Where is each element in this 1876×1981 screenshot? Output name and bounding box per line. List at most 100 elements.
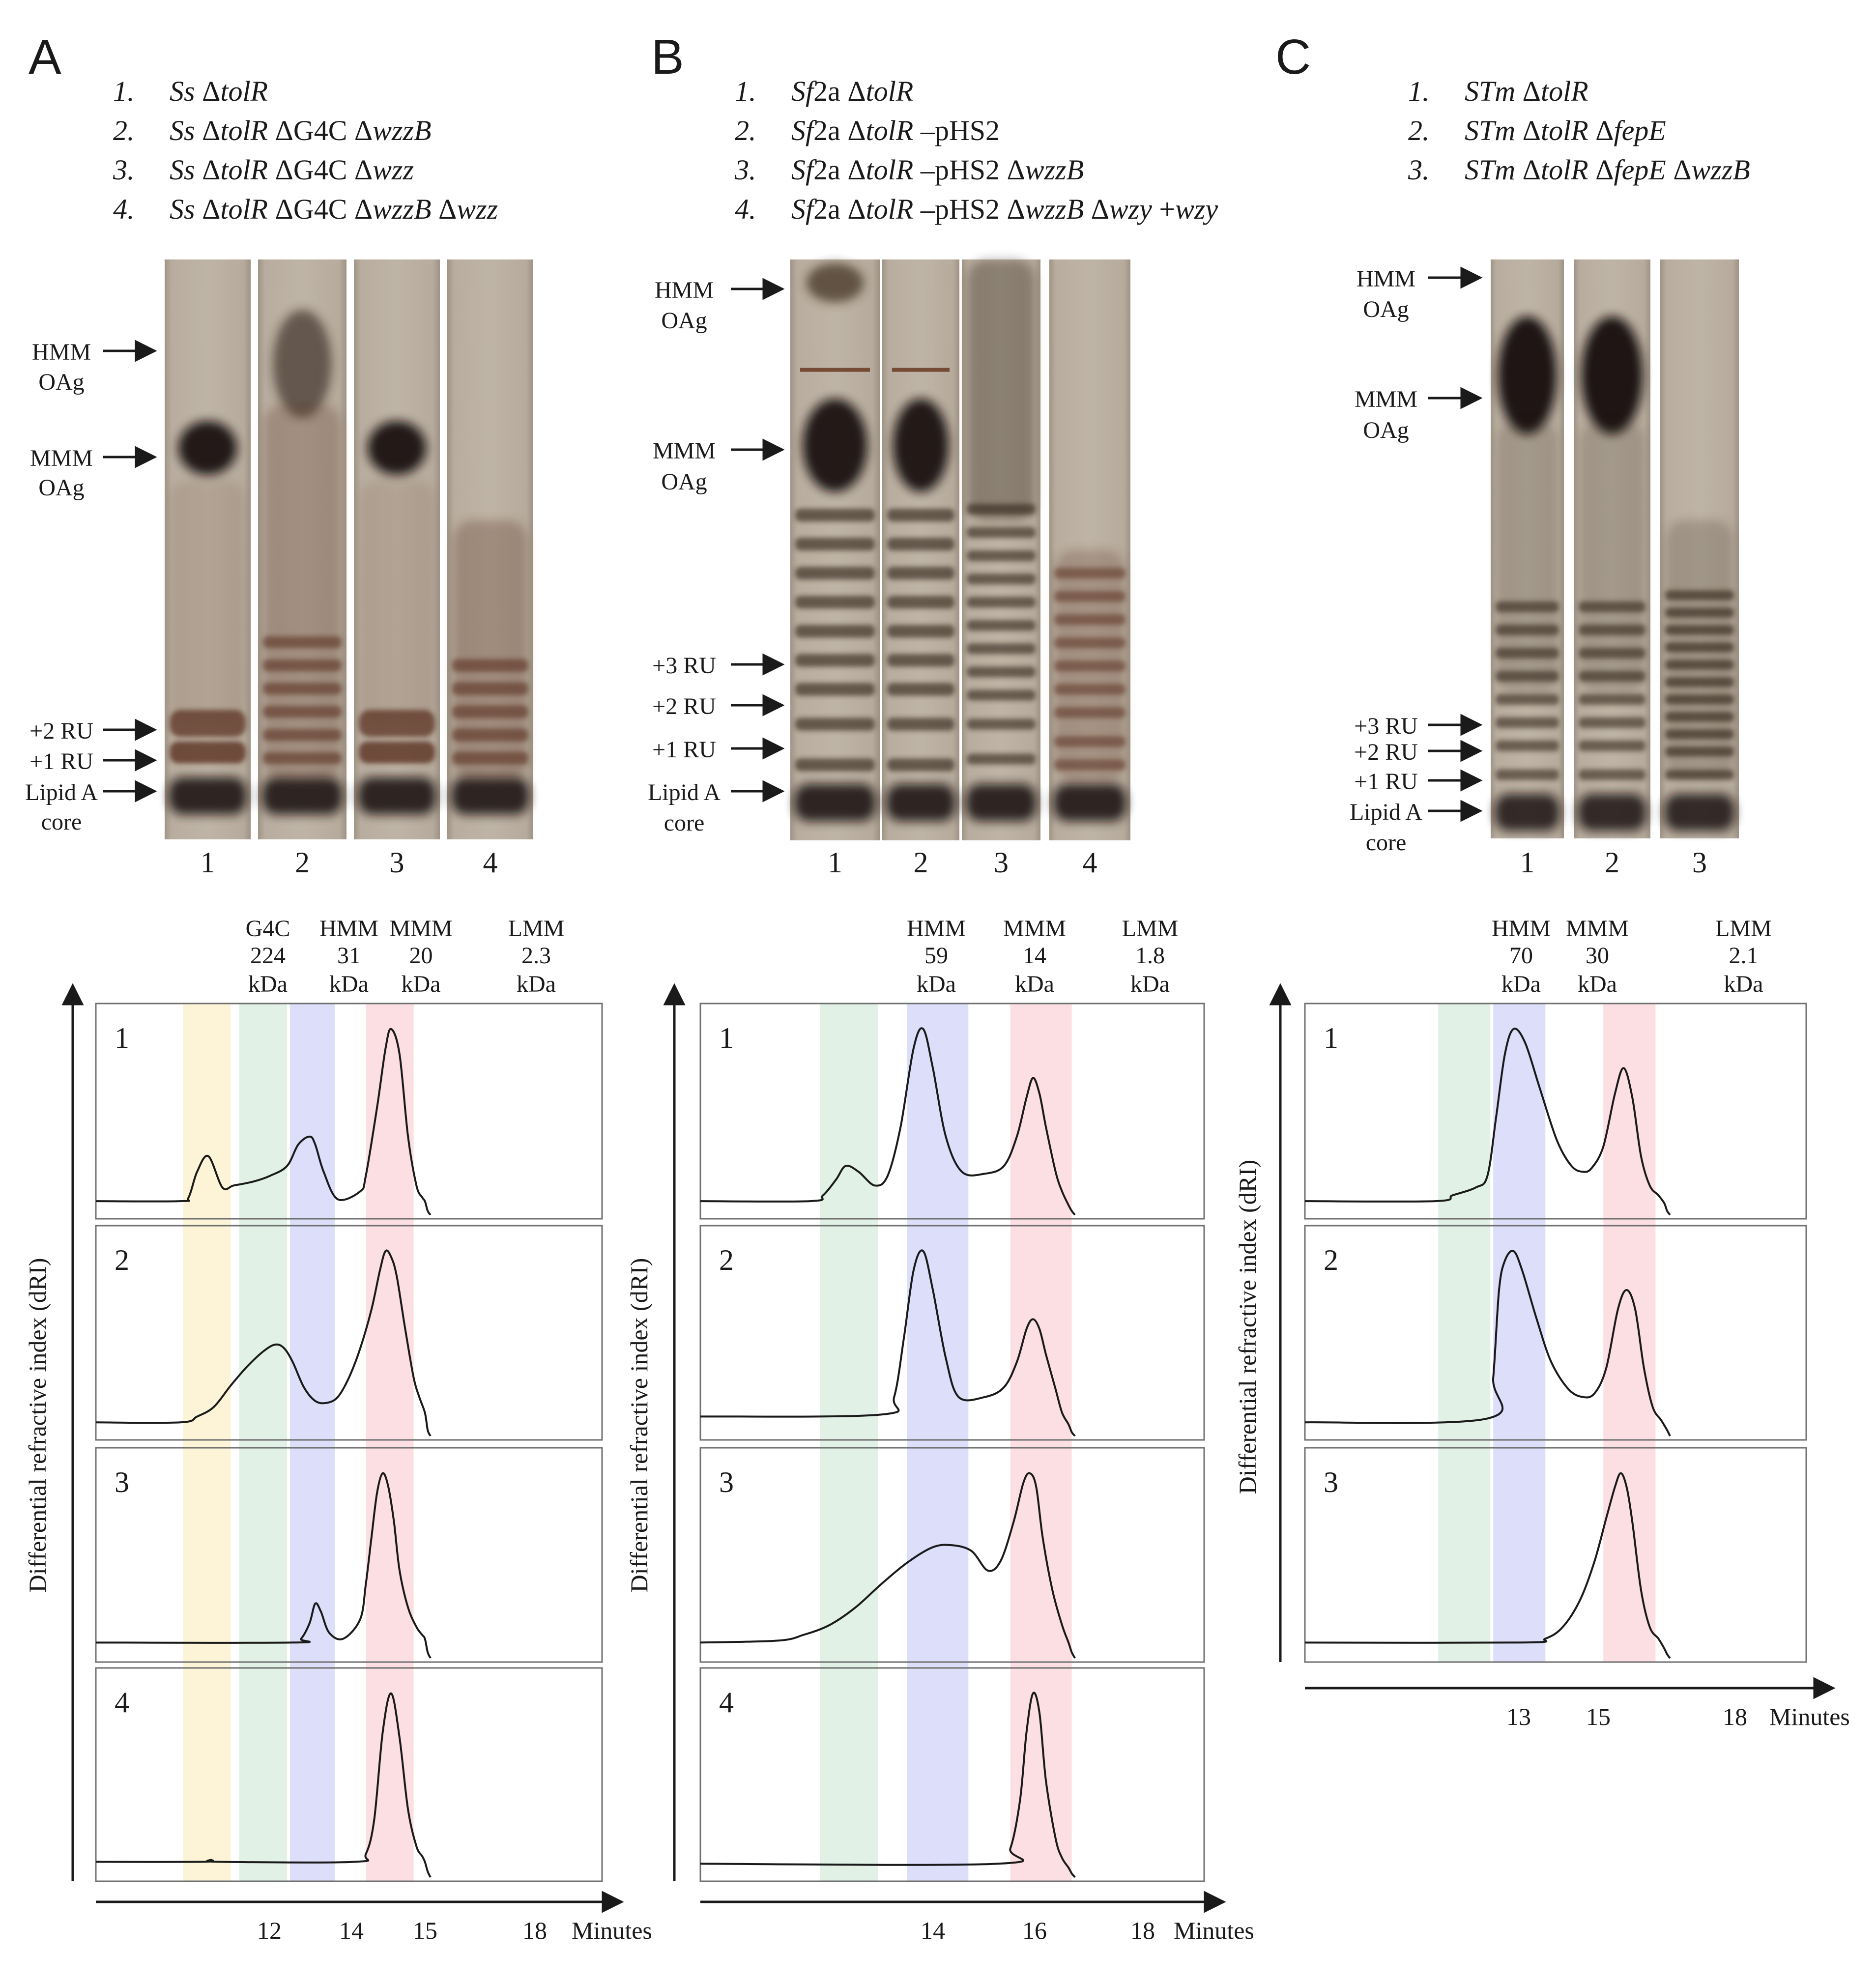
legend-strain-part: tolR (220, 193, 268, 225)
band-unit: kDa (1724, 971, 1763, 997)
gel-band (887, 718, 954, 731)
legend-strain-part: Δ (1666, 154, 1692, 186)
band-mass: 224 (250, 943, 286, 969)
legend-strain-part: tolR (1541, 115, 1588, 146)
gel-band (1579, 624, 1645, 635)
trace-line-1 (700, 1027, 1076, 1216)
trace-frame (699, 1447, 1205, 1663)
trace-number: 3 (1324, 1466, 1338, 1498)
legend-strain-part: wzzB (1025, 193, 1084, 225)
legend-number: 1. (735, 75, 756, 107)
band-mass: 1.8 (1135, 943, 1165, 969)
legend-strain-part: Sf (791, 115, 817, 146)
gel-band (806, 263, 864, 303)
gel-marker: +1 RU (29, 748, 157, 775)
y-axis-label: Differential refractive index (dRI) (24, 1258, 51, 1593)
gel-marker-label: core (1366, 830, 1407, 856)
trace-line-2 (1304, 1250, 1671, 1436)
gel-band (967, 597, 1036, 608)
gel-band (795, 538, 875, 551)
sec-chromatogram: HMM70kDaMMM30kDaLMM2.1kDa123Differential… (1234, 916, 1850, 1730)
legend-strain-part: tolR (866, 193, 914, 225)
gel-band (887, 509, 954, 522)
gel-band (967, 620, 1036, 631)
gel-band (452, 659, 528, 672)
x-tick-label: 18 (1723, 1703, 1747, 1730)
gel-marker: Lipid A core (1350, 799, 1483, 856)
gel-smear (264, 404, 341, 781)
gel-band (887, 596, 954, 609)
gel-image (165, 259, 533, 839)
legend-strain: Ss ΔtolR ΔG4C Δwzz (170, 154, 414, 186)
gel-marker-label: MMM (1355, 386, 1417, 412)
gel-marker: +2 RU (652, 693, 785, 719)
gel-band (1579, 601, 1645, 612)
legend-strain-part: Δ (195, 193, 221, 225)
gel-marker-label: core (664, 810, 705, 836)
gel-band (892, 368, 950, 372)
gel-band (795, 509, 875, 522)
legend-strain-part: –pHS2 Δ (913, 154, 1025, 186)
gel-band (1054, 591, 1126, 602)
legend-strain-part: tolR (866, 154, 914, 186)
legend-strain-part: wzzB (1692, 154, 1750, 186)
gel-band (967, 527, 1036, 538)
x-tick-label: 16 (1022, 1917, 1047, 1944)
gel-band (795, 567, 875, 580)
trace-frame (699, 1003, 1205, 1220)
gel-marker-label: MMM (653, 438, 716, 464)
gel-lane-number: 3 (390, 846, 404, 879)
gel-marker-label: +2 RU (652, 693, 716, 719)
trace-frame (95, 1003, 603, 1220)
legend-strain-part: ΔG4C Δ (268, 115, 373, 146)
gel-marker-label: core (41, 809, 82, 835)
gel-band (1496, 769, 1559, 780)
legend-strain-part: 2a Δ (813, 193, 866, 225)
x-tick-label: 14 (921, 1917, 945, 1944)
legend-strain-part: tolR (866, 75, 914, 107)
band-unit: kDa (248, 971, 288, 997)
panel-c: C 1. STm ΔtolR 2. STm ΔtolR ΔfepE 3. STm ΔtolR… (1234, 29, 1850, 1730)
legend-strain: STm ΔtolR (1465, 75, 1588, 107)
band-unit: kDa (329, 971, 369, 997)
gel-lane-number: 1 (201, 846, 215, 879)
gel-band (967, 550, 1036, 561)
gel-band (795, 625, 875, 638)
gel-band (1498, 316, 1557, 434)
band-unit: kDa (517, 971, 556, 997)
gel-band (795, 758, 875, 772)
gel-marker-label: OAg (1363, 296, 1409, 322)
gel-marker: Lipid A core (25, 779, 157, 835)
legend-strain-part: 2a Δ (813, 75, 866, 107)
legend-strain-part: Sf (791, 154, 817, 186)
gel-band (263, 660, 342, 671)
gel-marker-label: +2 RU (1354, 739, 1418, 765)
gel-marker-label: HMM (1356, 266, 1415, 292)
gel-band (263, 729, 342, 741)
gel-lane-number: 1 (828, 846, 842, 879)
legend-strain-part: tolR (220, 154, 268, 186)
sec-chromatogram: HMM59kDaMMM14kDaLMM1.8kDa1234Differentia… (625, 916, 1254, 1944)
trace-frame (699, 1225, 1205, 1441)
legend-number: 2. (113, 115, 135, 146)
gel-smear (453, 520, 527, 781)
gel-band (1054, 614, 1126, 625)
gel-marker-label: +3 RU (1354, 713, 1418, 739)
legend-strain-part: wzy (1109, 193, 1152, 225)
gel-marker-label: MMM (30, 445, 93, 471)
gel-band (795, 683, 875, 696)
gel-band (452, 705, 528, 718)
gel-band (1054, 736, 1126, 747)
panel-letter: C (1275, 29, 1311, 85)
gel-marker-label: OAg (1363, 417, 1409, 443)
gel-band (1054, 568, 1126, 579)
gel-lane-number: 2 (1605, 846, 1619, 879)
trace-number: 1 (1324, 1022, 1338, 1054)
trace-box: 2 (699, 1225, 1205, 1441)
gel-marker-label: HMM (32, 339, 91, 365)
x-axis-label: Minutes (1174, 1917, 1254, 1944)
legend-number: 2. (1408, 115, 1430, 146)
